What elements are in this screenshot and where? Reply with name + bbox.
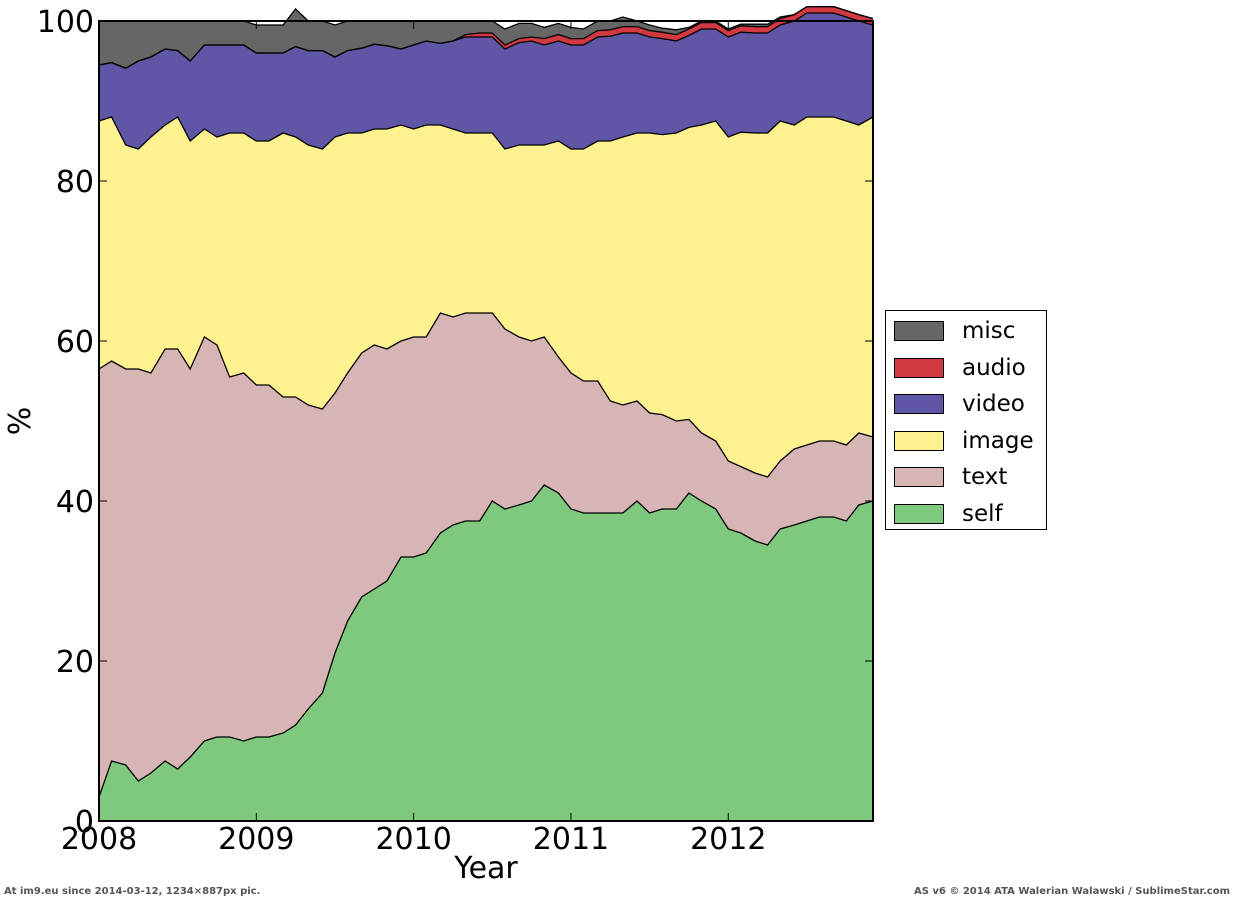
legend-swatch	[894, 357, 944, 378]
tick-labels: 0 20 40 60 80 100 2008 2009 2010 2011 2012	[37, 5, 767, 857]
area-series-group	[99, 6, 873, 821]
plot-frame	[98, 20, 874, 822]
legend-item-misc: misc	[894, 316, 1015, 346]
legend-label: text	[962, 464, 1008, 490]
legend-item-image: image	[894, 426, 1034, 456]
legend-label: video	[962, 391, 1025, 417]
chart-legend: misc audio video image text self	[885, 310, 1047, 530]
x-axis-label: Year	[453, 851, 518, 886]
legend-label: image	[962, 427, 1034, 454]
legend-item-audio: audio	[894, 353, 1026, 383]
y-tick-label: 60	[56, 325, 94, 360]
y-tick-label: 100	[37, 5, 94, 40]
legend-swatch	[894, 430, 944, 451]
legend-swatch	[894, 467, 944, 487]
legend-item-self: self	[894, 499, 1003, 529]
legend-item-video: video	[894, 389, 1025, 419]
legend-swatch	[894, 394, 944, 414]
y-axis-label: %	[3, 407, 38, 436]
area-video	[99, 13, 873, 149]
legend-label: audio	[962, 354, 1026, 381]
x-tick-label: 2011	[533, 822, 609, 857]
legend-item-text: text	[894, 462, 1007, 492]
legend-label: misc	[962, 318, 1016, 344]
area-text	[99, 313, 873, 797]
area-self	[99, 485, 873, 821]
y-tick-label: 0	[75, 805, 94, 840]
legend-swatch	[894, 321, 944, 341]
x-tick-label: 2010	[375, 822, 451, 857]
footer-right-text: AS v6 © 2014 ATA Walerian Walawski / Sub…	[913, 886, 1230, 897]
line-audio	[98, 5, 874, 69]
x-tick-label: 2008	[61, 822, 137, 857]
footer-left-text: At im9.eu since 2014-03-12, 1234×887px p…	[4, 886, 261, 897]
y-tick-label: 40	[56, 485, 94, 520]
legend-swatch	[894, 503, 944, 524]
line-image	[98, 116, 874, 150]
x-tick-label: 2009	[218, 822, 294, 857]
y-tick-label: 20	[56, 645, 94, 680]
x-tick-label: 2012	[690, 822, 766, 857]
y-tick-label: 80	[56, 165, 94, 200]
line-self	[98, 484, 874, 798]
line-text	[98, 312, 874, 478]
legend-label: self	[962, 500, 1003, 527]
area-image	[99, 117, 873, 477]
